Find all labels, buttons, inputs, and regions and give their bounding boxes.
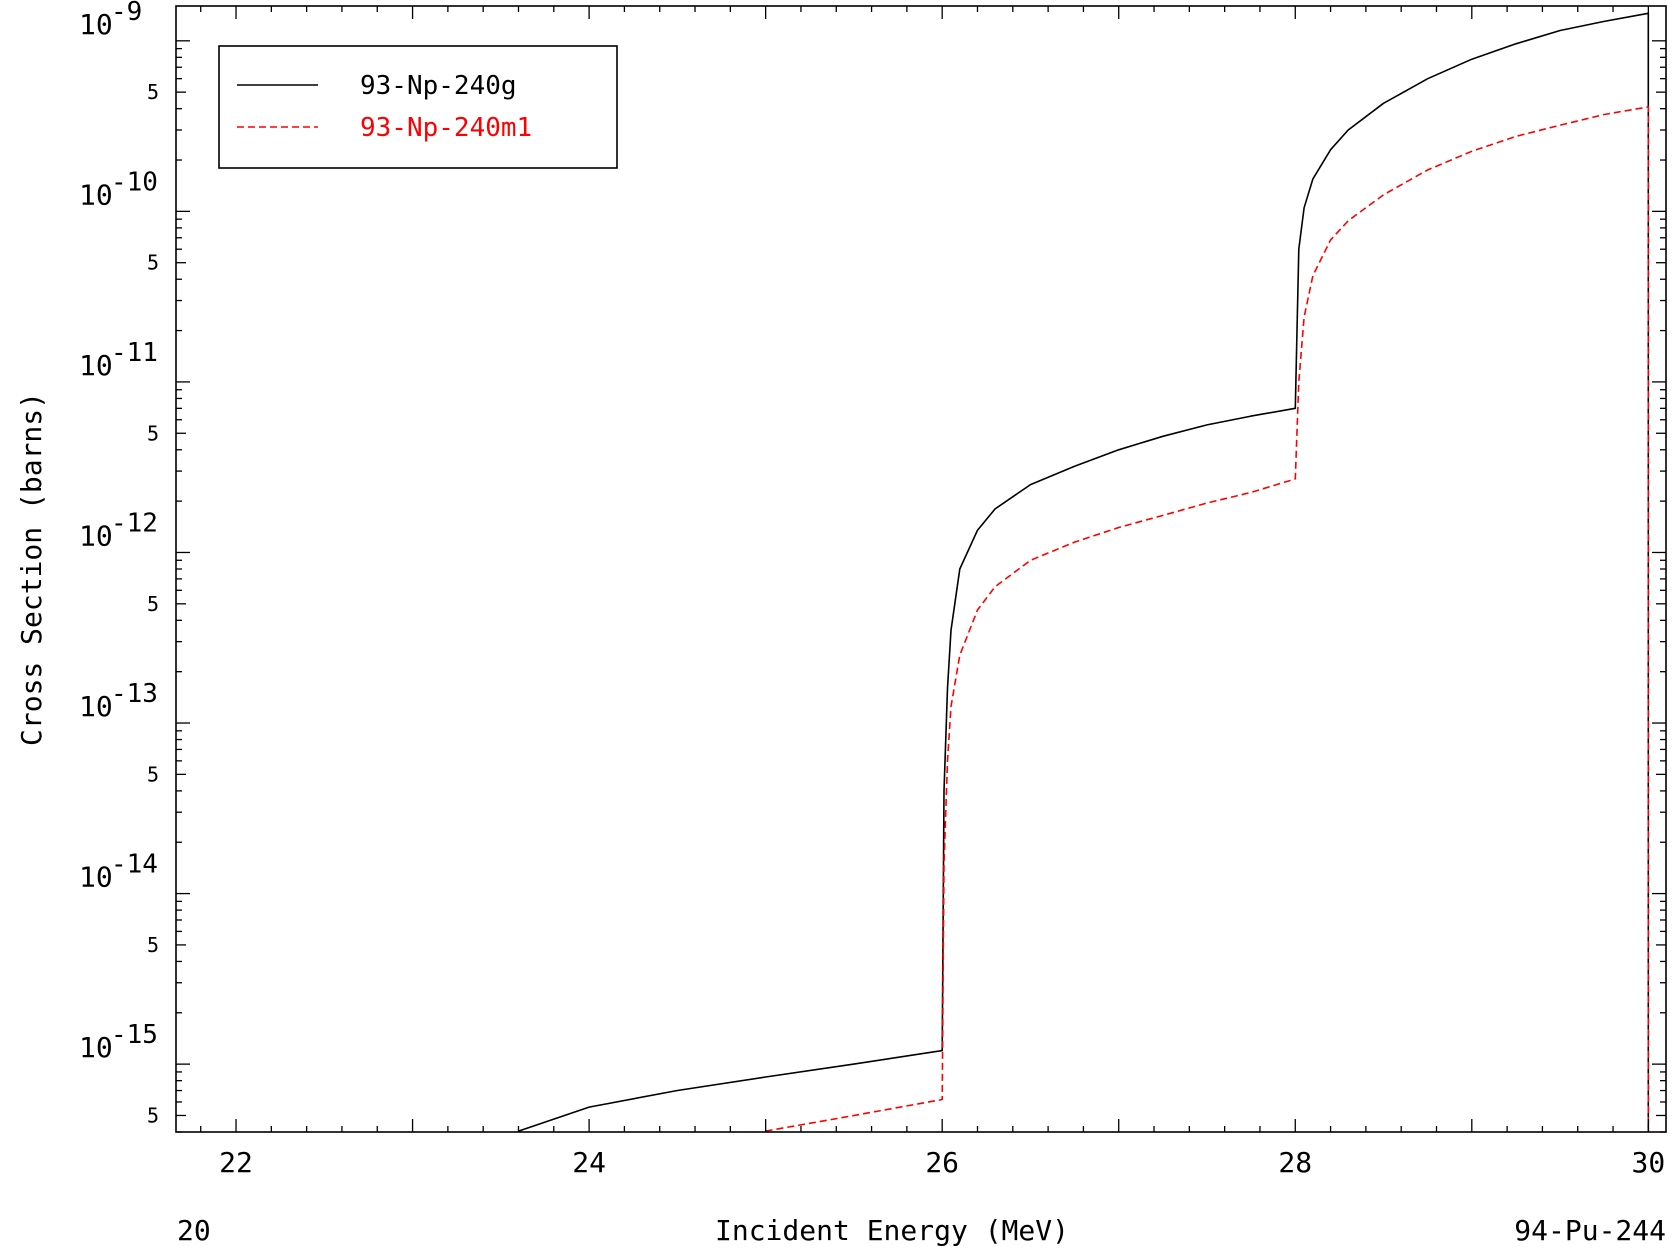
legend-label-series-2: 93-Np-240m1	[360, 113, 532, 143]
y-axis-label: Cross Section (barns)	[15, 392, 48, 746]
x-tick-label: 22	[219, 1146, 253, 1179]
x-tick-label: 26	[925, 1146, 959, 1179]
x-tick-label: 28	[1278, 1146, 1312, 1179]
y-minor-tick-label: 5	[147, 80, 159, 104]
series-line-1	[518, 12, 1650, 1132]
y-tick-label-exponent: -14	[111, 850, 158, 880]
y-minor-tick-label: 5	[147, 251, 159, 275]
series-layer	[518, 12, 1650, 1132]
footer-right-label: 94-Pu-244	[1514, 1214, 1666, 1247]
y-tick-label-exponent: -10	[111, 167, 158, 197]
y-tick-label-base: 10	[79, 178, 113, 211]
series-line-2	[765, 106, 1650, 1132]
y-tick-label-base: 10	[79, 519, 113, 552]
y-minor-tick-label: 5	[147, 592, 159, 616]
y-tick-label-exponent: -12	[111, 508, 158, 538]
y-tick-label-exponent: -9	[111, 0, 142, 27]
axes-layer: 22 24 26 28 3010-1510-1410-1310-1210-1110-10…	[79, 0, 1666, 1179]
y-tick-label-base: 10	[79, 861, 113, 894]
footer-left-label: 20	[177, 1214, 211, 1247]
x-tick-label: 24	[572, 1146, 606, 1179]
y-tick-label-base: 10	[79, 8, 113, 41]
y-tick-label-exponent: -13	[111, 679, 158, 709]
y-minor-tick-label: 5	[147, 933, 159, 957]
legend-label-series-1: 93-Np-240g	[360, 71, 517, 101]
y-tick-label-base: 10	[79, 690, 113, 723]
y-minor-tick-label: 5	[147, 421, 159, 445]
plot-frame	[175, 5, 1667, 1133]
y-tick-label-exponent: -11	[111, 338, 158, 368]
y-minor-tick-label: 5	[147, 762, 159, 786]
y-tick-label-exponent: -15	[111, 1020, 158, 1050]
y-minor-tick-label: 5	[147, 1103, 159, 1127]
y-tick-label-base: 10	[79, 349, 113, 382]
legend-box	[218, 45, 618, 169]
x-tick-label: 30	[1631, 1146, 1665, 1179]
legend: 93-Np-240g 93-Np-240m1	[218, 45, 618, 169]
y-tick-label-base: 10	[79, 1031, 113, 1064]
x-axis-label: Incident Energy (MeV)	[715, 1214, 1069, 1247]
